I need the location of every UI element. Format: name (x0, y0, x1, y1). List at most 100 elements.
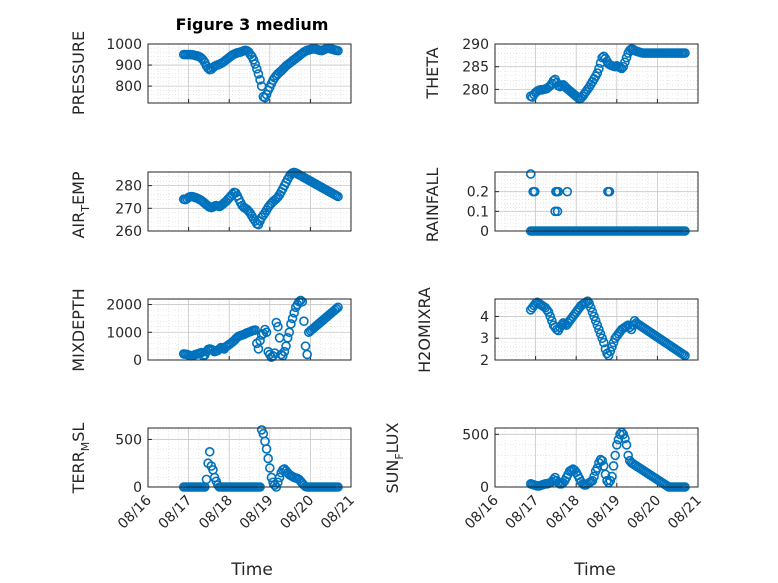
data-point (264, 463, 275, 473)
data-point (299, 316, 309, 326)
axes-frame (147, 171, 352, 232)
data-point (594, 324, 604, 335)
data-point (255, 75, 265, 85)
data-point (592, 68, 603, 78)
subplot-terr-msl-xlabel: Time (230, 560, 273, 580)
data-point (562, 186, 573, 197)
subplot-sun-flux-ylabel: SUNFLUX (383, 422, 406, 493)
axes-frame (494, 427, 699, 488)
subplot-pressure-plot-area: 800 900 1000 (106, 37, 352, 104)
subplot-h2omixra: 2 3 4 H2OMIXRA (415, 287, 699, 373)
subplot-pressure-ylabel: PRESSURE (69, 31, 88, 115)
subplot-pressure: 800 900 1000 PRESSURE (69, 31, 352, 115)
data-point (680, 48, 690, 58)
x-tick-label: 08/20 (624, 493, 664, 533)
subplot-rainfall-ylabel: RAINFALL (423, 168, 442, 243)
data-point (589, 311, 599, 322)
data-point (286, 319, 296, 329)
data-point (597, 455, 607, 466)
data-point (333, 302, 343, 313)
data-point (553, 186, 564, 197)
subplot-air-temp-ylabel: AIRTEMP (69, 171, 92, 238)
data-point (607, 342, 617, 352)
data-point (250, 59, 260, 69)
data-point (678, 349, 689, 360)
subplot-mixdepth: 0 1000 2000 MIXDEPTH (69, 288, 352, 372)
data-point (586, 302, 596, 313)
x-tick-label: 08/19 (237, 493, 277, 533)
x-tick-label: 08/21 (318, 493, 358, 533)
data-point (269, 348, 280, 358)
y-tick-label: 280 (462, 82, 489, 98)
subplot-rainfall-plot-area: 0 0.1 0.2 (467, 169, 699, 240)
x-tick-label: 08/21 (665, 493, 705, 533)
axes-frame (494, 298, 699, 361)
y-tick-label: 1000 (106, 325, 142, 341)
data-point (282, 333, 293, 343)
data-point (618, 61, 629, 72)
subplot-terr-msl-plot-area: 0 500 08/16 08/17 08/18 08/19 08/20 08/21 (115, 425, 358, 533)
y-tick-label: 0 (133, 480, 142, 496)
x-tick-label: 08/18 (543, 493, 583, 533)
data-point (543, 307, 554, 317)
data-point (261, 327, 272, 338)
data-point (626, 324, 637, 335)
y-tick-label: 2 (480, 353, 489, 369)
plot-background (148, 428, 351, 487)
data-point (294, 296, 304, 307)
data-point (597, 333, 607, 344)
data-point (248, 55, 259, 65)
data-point (331, 303, 342, 314)
data-point (590, 315, 601, 326)
data-point (610, 450, 620, 461)
y-tick-label: 4 (480, 309, 489, 325)
data-point (253, 69, 264, 79)
y-tick-label: 270 (115, 201, 142, 217)
data-point (605, 346, 616, 357)
data-point (261, 444, 272, 454)
x-tick-label: 08/18 (196, 493, 236, 533)
x-tick-label: 08/17 (156, 493, 196, 533)
data-point (587, 307, 598, 317)
y-tick-label: 500 (115, 432, 142, 448)
data-point (297, 296, 308, 307)
axes-frame (147, 427, 352, 488)
axes-frame (147, 298, 352, 361)
y-tick-label: 3 (480, 331, 489, 347)
subplot-theta-ylabel: THETA (423, 47, 442, 99)
data-point (587, 475, 598, 486)
subplot-sun-flux: 0 500 08/16 08/17 08/18 08/19 08/20 08/21 SUNFL… (383, 422, 705, 580)
figure-title: Figure 3 medium (176, 15, 329, 34)
data-point (545, 311, 556, 322)
data-point (607, 471, 617, 482)
data-point (589, 471, 599, 482)
y-tick-label: 0.2 (467, 185, 489, 201)
data-point (608, 461, 619, 471)
subplot-h2omixra-plot-area: 2 3 4 (480, 296, 699, 369)
y-tick-label: 290 (462, 37, 489, 53)
data-point (302, 349, 312, 360)
subplot-mixdepth-plot-area: 0 1000 2000 (106, 295, 352, 369)
axes-frame (147, 43, 352, 104)
y-tick-label: 0 (133, 353, 142, 369)
y-tick-label: 0.1 (467, 204, 489, 220)
data-point (595, 329, 606, 339)
subplot-terr-msl-ylabel: TERRMSL (69, 423, 92, 495)
data-point (263, 453, 273, 464)
data-point (592, 320, 603, 330)
data-point (620, 57, 630, 67)
subplot-air-temp-plot-area: 260 270 280 (115, 167, 352, 240)
y-tick-label: 2000 (106, 298, 142, 314)
data-point (279, 346, 290, 357)
axes-frame (494, 171, 699, 232)
subplot-theta-plot-area: 280 285 290 (462, 37, 699, 104)
subplot-sun-flux-plot-area: 0 500 08/16 08/17 08/18 08/19 08/20 08/21 (462, 427, 705, 532)
y-tick-label: 1000 (106, 37, 142, 53)
axes-frame (494, 43, 699, 104)
data-point (333, 45, 343, 56)
data-point (274, 472, 285, 483)
subplot-theta: 280 285 290 THETA (423, 37, 699, 104)
data-point (525, 169, 536, 179)
y-tick-label: 280 (115, 179, 142, 195)
